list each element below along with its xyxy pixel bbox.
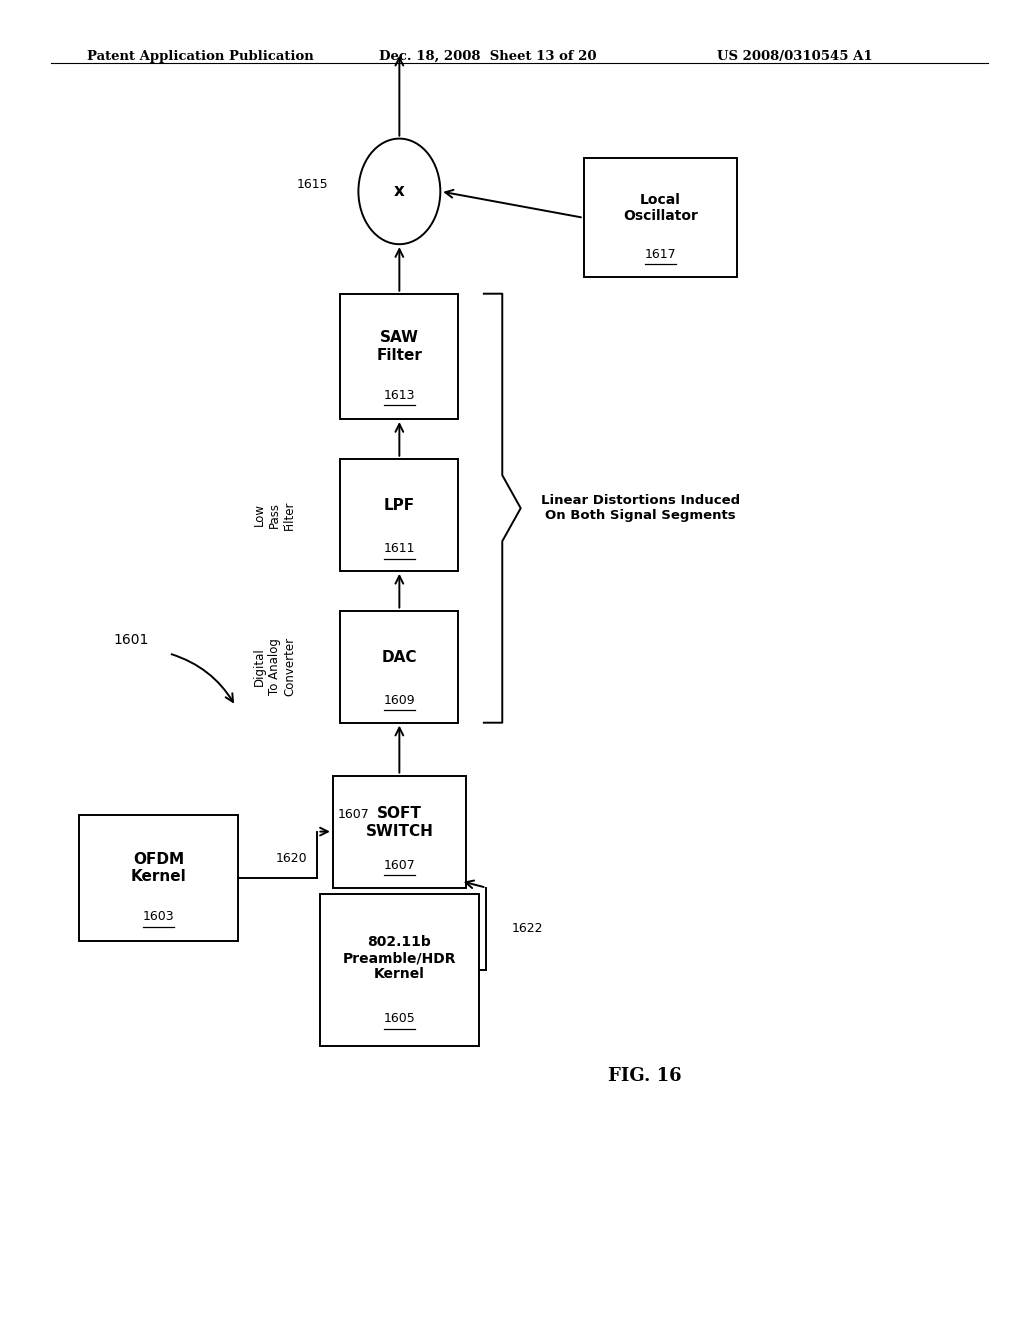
- Text: Dec. 18, 2008  Sheet 13 of 20: Dec. 18, 2008 Sheet 13 of 20: [379, 50, 596, 63]
- Bar: [340, 294, 459, 420]
- Text: 1622: 1622: [512, 923, 544, 936]
- Bar: [340, 610, 459, 722]
- Text: LPF: LPF: [384, 499, 415, 513]
- Text: 802.11b
Preamble/HDR
Kernel: 802.11b Preamble/HDR Kernel: [343, 935, 456, 981]
- Text: 1620: 1620: [276, 851, 307, 865]
- Text: 1607: 1607: [383, 859, 416, 873]
- Text: 1609: 1609: [384, 694, 415, 708]
- Bar: [80, 814, 238, 940]
- Text: SOFT
SWITCH: SOFT SWITCH: [366, 807, 433, 838]
- Bar: [333, 776, 466, 887]
- Bar: [319, 895, 479, 1045]
- Text: Local
Oscillator: Local Oscillator: [623, 193, 698, 223]
- Text: DAC: DAC: [382, 651, 417, 665]
- Bar: [340, 459, 459, 570]
- Text: 1611: 1611: [384, 543, 415, 556]
- Text: Low
Pass
Filter: Low Pass Filter: [253, 500, 296, 529]
- Text: 1613: 1613: [384, 388, 415, 401]
- Text: 1615: 1615: [297, 178, 328, 191]
- Text: FIG. 16: FIG. 16: [608, 1067, 682, 1085]
- Text: SAW
Filter: SAW Filter: [377, 330, 422, 363]
- Text: US 2008/0310545 A1: US 2008/0310545 A1: [717, 50, 872, 63]
- Text: Patent Application Publication: Patent Application Publication: [87, 50, 313, 63]
- Text: 1617: 1617: [645, 248, 676, 260]
- Text: 1601: 1601: [113, 634, 148, 647]
- Text: Linear Distortions Induced
On Both Signal Segments: Linear Distortions Induced On Both Signa…: [542, 494, 740, 523]
- Bar: [584, 158, 737, 277]
- Text: x: x: [394, 182, 404, 201]
- Text: 1607: 1607: [338, 808, 370, 821]
- Text: 1603: 1603: [143, 909, 174, 923]
- Text: Digital
To Analog
Converter: Digital To Analog Converter: [253, 638, 296, 696]
- Text: 1605: 1605: [383, 1012, 416, 1024]
- Text: OFDM
Kernel: OFDM Kernel: [131, 851, 186, 884]
